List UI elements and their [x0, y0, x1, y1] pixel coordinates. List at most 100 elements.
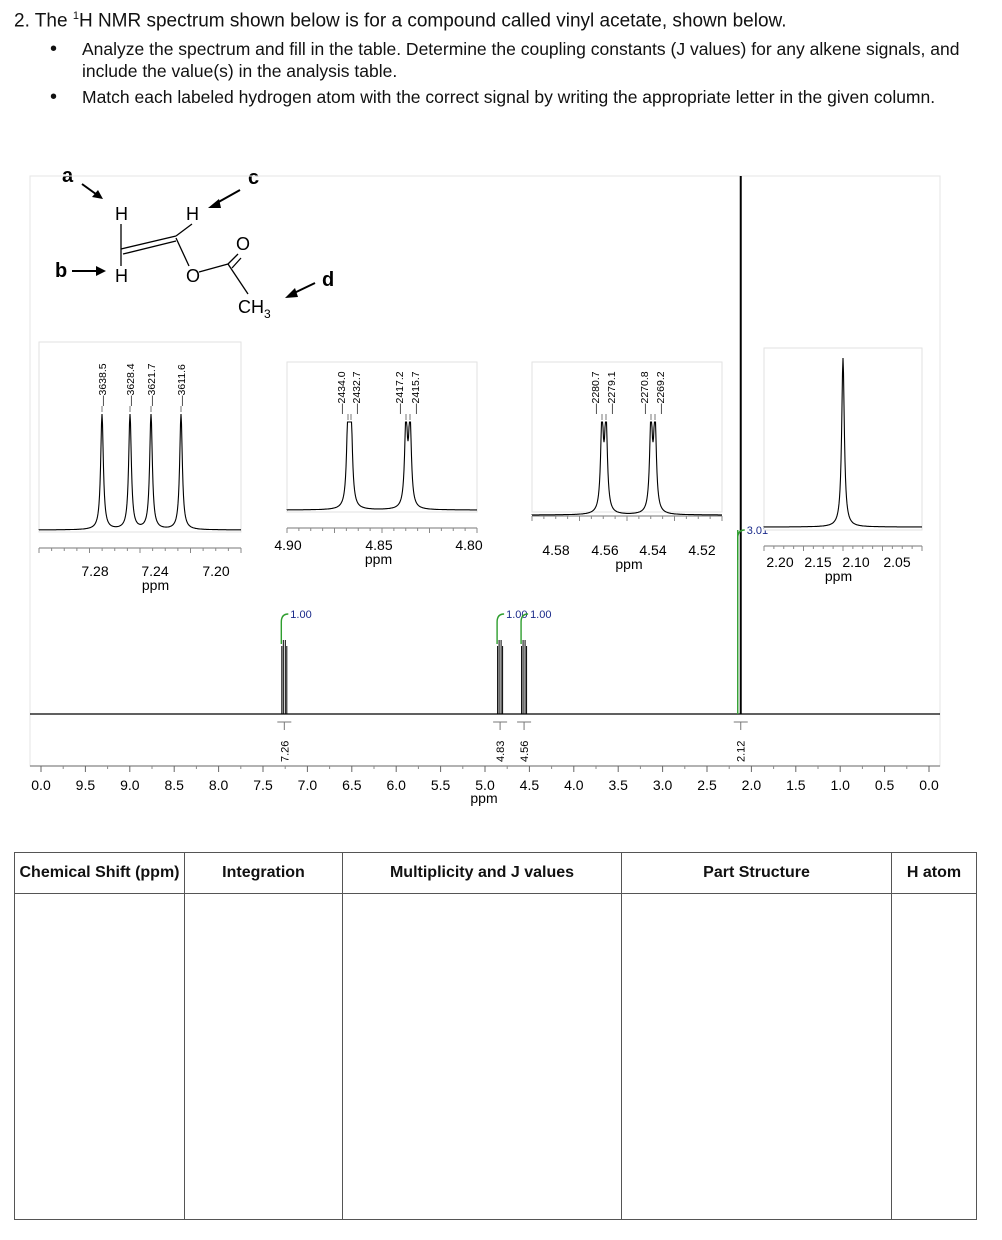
nmr-figure: a b c d H H H O O CH3 — [29, 165, 941, 806]
inset-trace — [763, 357, 922, 528]
peak-label: 4.83 — [495, 741, 507, 762]
inset-inset-7.24: 7.28 7.24 7.20 ppm —3638.5 —3628.4 —3621.7 —361… — [38, 341, 242, 593]
inset-tick-label: 7.28 — [81, 563, 108, 579]
main-tick-label: 8.0 — [209, 777, 229, 793]
inset-peak-label: —2279.1 — [606, 371, 618, 414]
integral-value: 1.00 — [290, 609, 311, 621]
main-tick-label: 0.5 — [875, 777, 895, 793]
inset-frame — [38, 341, 242, 533]
integral-value: 3.01 — [747, 525, 768, 537]
inset-tick-label: 2.10 — [842, 554, 869, 570]
h-atom-a: H — [115, 204, 128, 224]
inset-peak-label: —3638.5 — [97, 363, 109, 406]
inset-tick-label: 7.20 — [202, 563, 229, 579]
main-peaks — [281, 176, 742, 714]
header-h-atom: H atom — [891, 852, 977, 894]
inset-tick-label: 4.58 — [542, 542, 569, 558]
inset-axis-label: ppm — [825, 568, 852, 584]
cell-part-structure[interactable] — [621, 893, 892, 1220]
main-tick-label: 1.0 — [830, 777, 850, 793]
cell-shift[interactable] — [14, 893, 185, 1220]
main-tick-label: 1.5 — [786, 777, 806, 793]
main-spectrum: 0.0 9.5 9.0 8.5 8.0 7.5 7.0 6.5 6.0 5.5 5.0 4.5 4.0 3… — [29, 175, 941, 806]
main-tick-label: 9.0 — [120, 777, 140, 793]
main-tick-label: 0.0 — [31, 777, 51, 793]
instruction-2: Match each labeled hydrogen atom with th… — [40, 86, 960, 108]
inset-tick-label: 4.52 — [688, 542, 715, 558]
main-tick-label: 0.0 — [919, 777, 939, 793]
main-axis-ticks: 0.0 9.5 9.0 8.5 8.0 7.5 7.0 6.5 6.0 5.5 5.0 4.5 4.0 3… — [31, 766, 939, 793]
analysis-table: Chemical Shift (ppm) Integration Multipl… — [14, 852, 977, 1220]
inset-peak-label: —3621.7 — [146, 363, 158, 406]
inset-peak-label: —2434.0 — [336, 371, 348, 414]
main-peak-labels: 7.26 4.83 4.56 2.12 — [277, 721, 748, 762]
cell-integration[interactable] — [184, 893, 343, 1220]
integral-curve — [280, 613, 289, 644]
answer-row — [14, 893, 977, 1220]
inset-tick-label: 4.56 — [591, 542, 618, 558]
inset-peak-label: —2417.2 — [394, 371, 406, 414]
peak-label: 4.56 — [519, 741, 531, 762]
label-c: c — [248, 167, 259, 189]
inset-tick-label: 4.85 — [365, 537, 392, 553]
inset-trace — [286, 421, 477, 511]
inset-inset-2.12: 2.20 2.15 2.10 2.05 ppm — [763, 347, 923, 584]
inset-axis-label: ppm — [142, 577, 169, 593]
inset-tick-label: 2.20 — [766, 554, 793, 570]
peak-label: 7.26 — [279, 741, 291, 762]
main-tick-label: 2.5 — [697, 777, 717, 793]
header-multiplicity: Multiplicity and J values — [342, 852, 622, 894]
inset-frame — [531, 361, 723, 513]
main-tick-label: 4.5 — [520, 777, 540, 793]
h-atom-c: H — [186, 204, 199, 224]
integral-curve — [520, 613, 529, 644]
question-title: 2. The 1H NMR spectrum shown below is fo… — [14, 10, 787, 32]
header-integration: Integration — [184, 852, 343, 894]
main-integrals: 1.00 1.00 1.003.01 — [280, 525, 768, 714]
analysis-table-wrap: Chemical Shift (ppm) Integration Multipl… — [14, 852, 977, 1220]
inset-trace — [38, 413, 241, 531]
main-tick-label: 3.0 — [653, 777, 673, 793]
spectrum-insets: 7.28 7.24 7.20 ppm —3638.5 —3628.4 —3621.7 —361… — [38, 341, 923, 593]
inset-tick-label: 2.15 — [804, 554, 831, 570]
inset-inset-4.85: 4.90 4.85 4.80 ppm —2434.0 —2432.7 —2417.2 —241… — [274, 361, 483, 567]
instruction-list: Analyze the spectrum and fill in the tab… — [40, 38, 960, 112]
header-chemical-shift: Chemical Shift (ppm) — [14, 852, 185, 894]
integral-value: 1.00 — [530, 609, 551, 621]
vinyl-acetate-structure: a b c d H H H O O CH3 — [55, 165, 334, 321]
inset-peak-label: —2269.2 — [655, 371, 667, 414]
inset-tick-label: 7.24 — [141, 563, 168, 579]
inset-trace — [531, 421, 722, 516]
inset-frame — [763, 347, 923, 531]
inset-peak-label: —2432.7 — [351, 371, 363, 414]
cell-h-atom[interactable] — [891, 893, 977, 1220]
inset-frame — [286, 361, 478, 513]
methyl-group: CH3 — [238, 297, 271, 321]
cell-multiplicity[interactable] — [342, 893, 622, 1220]
label-b: b — [55, 260, 67, 282]
main-tick-label: 4.0 — [564, 777, 584, 793]
main-tick-label: 2.0 — [742, 777, 762, 793]
inset-peak-label: —2280.7 — [590, 371, 602, 414]
header-part-structure: Part Structure — [621, 852, 892, 894]
main-tick-label: 7.0 — [298, 777, 318, 793]
inset-tick-label: 4.80 — [455, 537, 482, 553]
instruction-1: Analyze the spectrum and fill in the tab… — [40, 38, 960, 82]
main-axis-label: ppm — [470, 790, 497, 806]
main-tick-label: 8.5 — [164, 777, 184, 793]
inset-tick-label: 4.90 — [274, 537, 301, 553]
carbonyl-oxygen: O — [236, 234, 250, 254]
integral-curve — [496, 613, 505, 644]
ester-oxygen: O — [186, 266, 200, 286]
inset-inset-4.55: 4.58 4.56 4.54 4.52 ppm —2280.7 —2279.1 —2270.8… — [531, 361, 723, 572]
main-tick-label: 5.5 — [431, 777, 451, 793]
main-tick-label: 6.0 — [386, 777, 406, 793]
main-tick-label: 6.5 — [342, 777, 362, 793]
inset-tick-label: 4.54 — [639, 542, 666, 558]
inset-peak-label: —3628.4 — [125, 363, 137, 406]
inset-peak-label: —3611.6 — [176, 364, 188, 406]
inset-peak-label: —2415.7 — [410, 371, 422, 414]
peak-label: 2.12 — [736, 741, 748, 762]
inset-tick-label: 2.05 — [883, 554, 910, 570]
inset-peak-label: —2270.8 — [639, 371, 651, 414]
